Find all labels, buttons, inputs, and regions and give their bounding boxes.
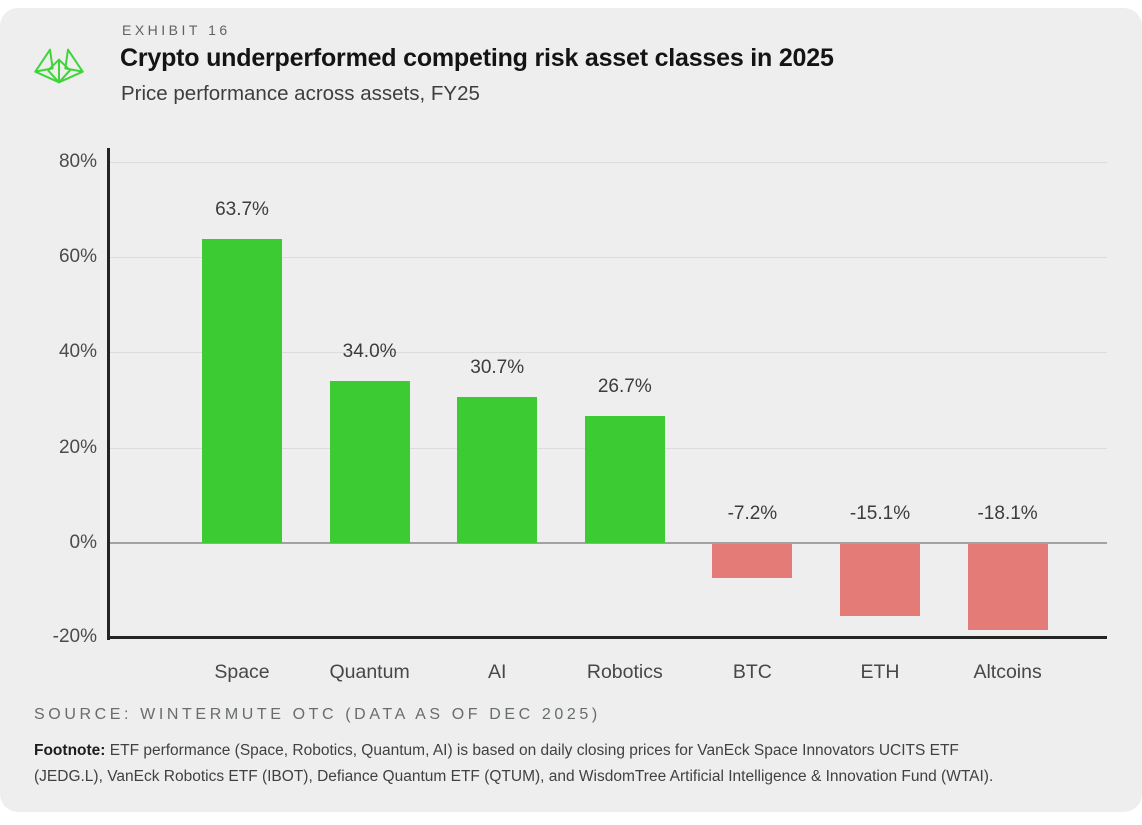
y-tick-label: 20% xyxy=(58,436,97,458)
footnote: Footnote: ETF performance (Space, Roboti… xyxy=(34,738,1114,790)
bar-btc xyxy=(712,544,793,579)
bar-value-label: -18.1% xyxy=(977,503,1038,524)
bar-eth xyxy=(840,544,920,616)
footnote-label: Footnote: xyxy=(34,742,106,759)
bar-space xyxy=(202,239,282,543)
bar-robotics xyxy=(584,415,665,543)
bar-value-label: -7.2% xyxy=(727,503,778,524)
x-tick-label: Robotics xyxy=(586,661,663,683)
x-tick-label: Space xyxy=(214,661,270,683)
x-tick-label: BTC xyxy=(732,661,772,683)
plot-area xyxy=(109,148,1107,638)
footnote-line: Footnote: ETF performance (Space, Roboti… xyxy=(34,738,1114,764)
y-tick-label: 60% xyxy=(58,246,97,268)
zero-line xyxy=(109,542,1107,544)
exhibit-label: EXHIBIT 16 xyxy=(122,22,231,38)
y-tick-label: 40% xyxy=(58,341,97,363)
gridline xyxy=(109,161,1107,163)
y-tick-label: 80% xyxy=(58,150,97,172)
bar-value-label: 63.7% xyxy=(215,199,269,221)
footnote-line: (JEDG.L), VanEck Robotics ETF (IBOT), De… xyxy=(34,768,994,785)
x-axis-line xyxy=(107,636,1107,639)
bar-ai xyxy=(457,396,538,543)
chart-subtitle: Price performance across assets, FY25 xyxy=(121,82,480,105)
y-tick-label: 0% xyxy=(69,532,97,553)
bar-value-label: 30.7% xyxy=(470,356,525,378)
chart-card xyxy=(0,8,1142,812)
x-tick-label: Altcoins xyxy=(973,661,1042,683)
gridline xyxy=(109,257,1107,259)
wintermute-logo-icon xyxy=(34,48,84,84)
footnote-text: ETF performance (Space, Robotics, Quantu… xyxy=(109,742,959,759)
gridline xyxy=(109,352,1107,354)
x-tick-label: ETH xyxy=(860,661,900,683)
y-axis-line xyxy=(107,148,110,640)
bar-value-label: -15.1% xyxy=(849,503,911,524)
x-tick-label: Quantum xyxy=(329,661,410,683)
bar-altcoins xyxy=(967,544,1048,631)
x-tick-label: AI xyxy=(487,661,507,683)
y-tick-label: -20% xyxy=(52,626,97,647)
bar-quantum xyxy=(329,380,410,543)
source-line: SOURCE: WINTERMUTE OTC (DATA AS OF DEC 2… xyxy=(34,706,601,723)
chart-title: Crypto underperformed competing risk ass… xyxy=(120,44,834,72)
bar-value-label: 26.7% xyxy=(597,375,652,397)
bar-value-label: 34.0% xyxy=(342,340,397,362)
